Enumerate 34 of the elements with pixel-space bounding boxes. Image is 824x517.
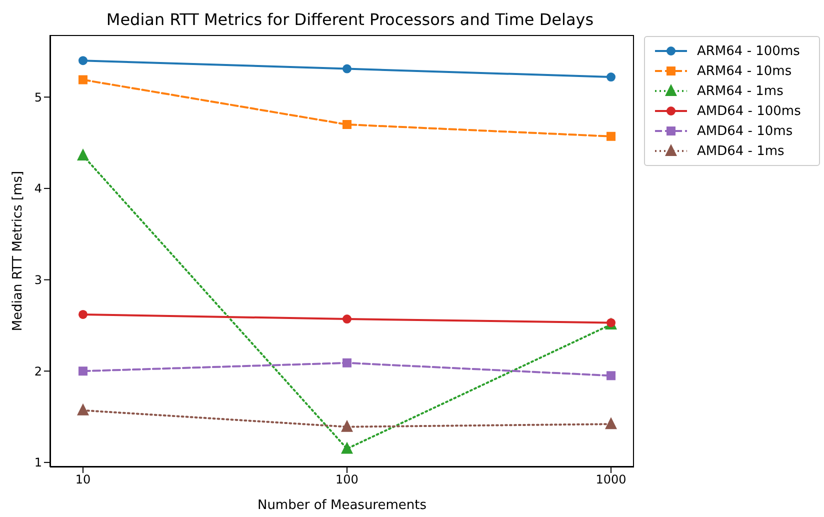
legend-label: ARM64 - 10ms xyxy=(697,64,792,78)
legend-label: ARM64 - 100ms xyxy=(697,44,800,58)
point xyxy=(341,442,353,454)
point xyxy=(606,371,616,380)
point xyxy=(606,132,616,141)
chart-title: Median RTT Metrics for Different Processors and Time Delays xyxy=(105,10,595,30)
x-tick-label: 1000 xyxy=(596,472,626,487)
point xyxy=(342,120,352,130)
point xyxy=(341,420,353,432)
point xyxy=(76,148,89,161)
legend-label: AMD64 - 100ms xyxy=(697,104,801,118)
y-tick-label: 3 xyxy=(34,273,42,288)
point xyxy=(78,310,88,319)
y-tick-label: 2 xyxy=(34,364,42,378)
y-tick-label: 1 xyxy=(34,456,42,470)
point xyxy=(606,318,616,328)
legend-label: AMD64 - 1ms xyxy=(697,144,784,158)
x-axis-title: Number of Measurements xyxy=(257,498,427,513)
x-tick-label: 10 xyxy=(75,472,91,487)
y-tick-label: 4 xyxy=(34,182,42,196)
point xyxy=(342,358,352,368)
point xyxy=(76,403,89,416)
point xyxy=(78,75,88,84)
point xyxy=(342,64,352,74)
point xyxy=(78,56,88,66)
y-axis-title: Median RTT Metrics [ms] xyxy=(10,170,26,332)
point xyxy=(605,417,618,430)
point xyxy=(78,366,88,376)
y-tick-label: 5 xyxy=(34,90,42,104)
point xyxy=(606,72,616,82)
x-tick-label: 100 xyxy=(336,472,358,487)
point xyxy=(342,314,352,324)
legend-label: ARM64 - 1ms xyxy=(697,84,784,98)
legend-label: AMD64 - 10ms xyxy=(697,124,793,138)
